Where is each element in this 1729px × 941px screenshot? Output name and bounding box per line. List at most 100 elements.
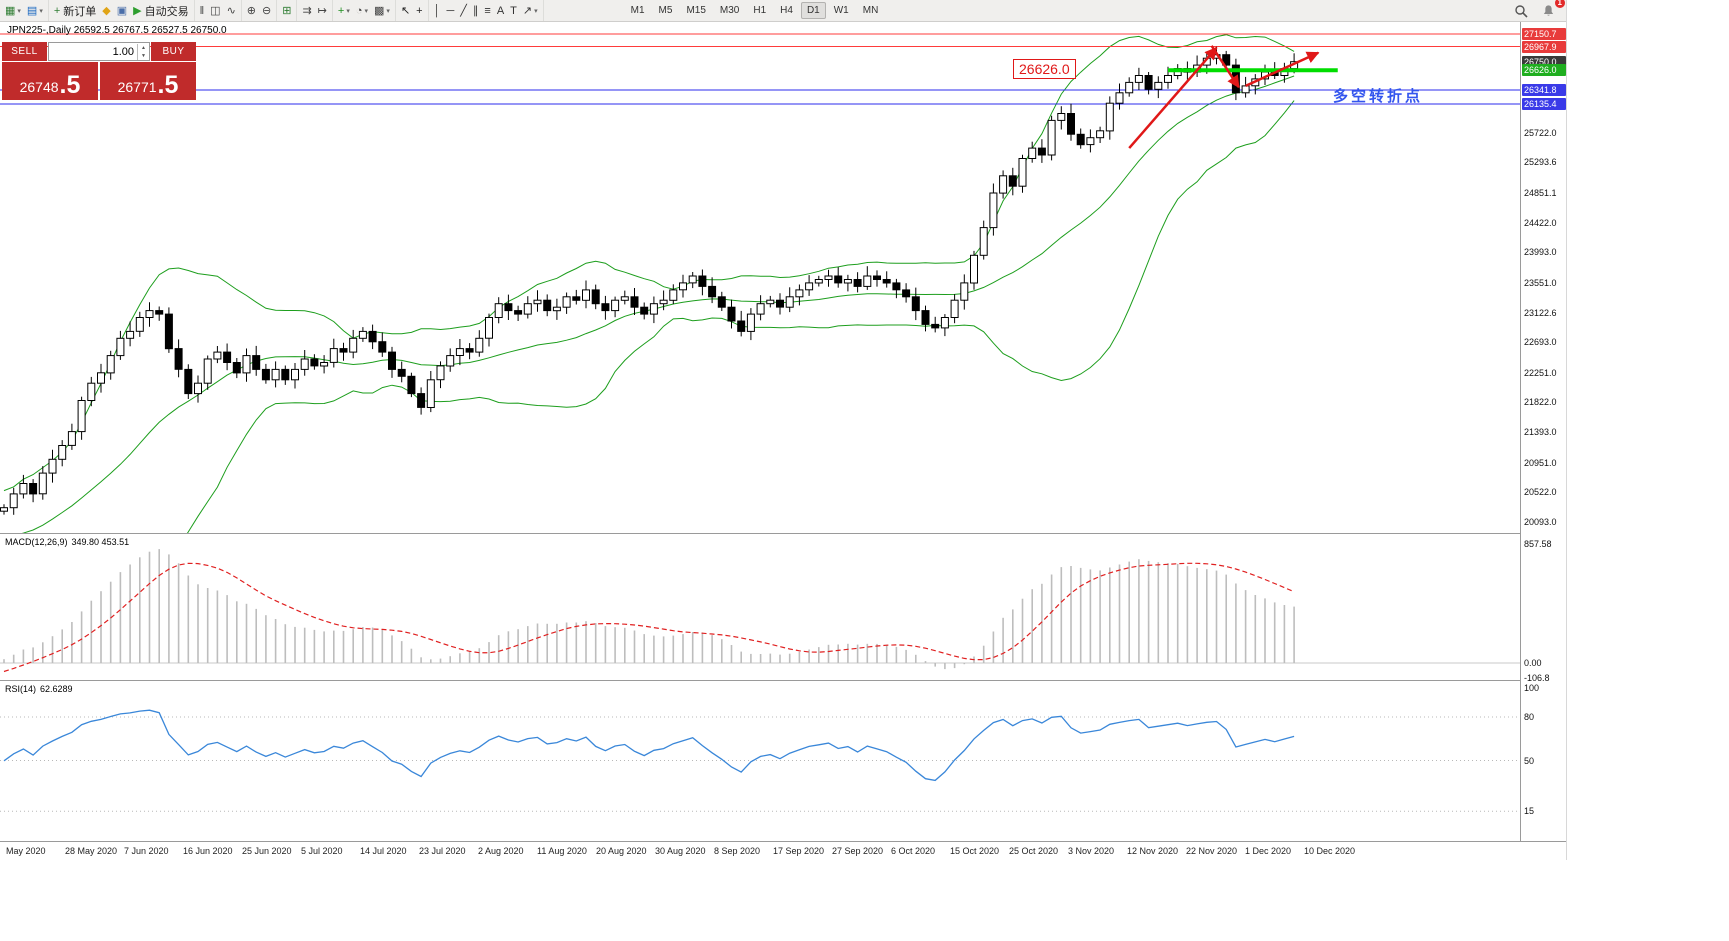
price-scale-label: 22251.0 bbox=[1524, 368, 1557, 378]
scroll-group: ⇉ ↦ bbox=[297, 0, 333, 21]
text-tool-icon: A bbox=[496, 4, 505, 17]
profiles-icon: ▤ bbox=[26, 4, 38, 17]
date-label: 14 Jul 2020 bbox=[360, 846, 407, 856]
timeframe-w1-button[interactable]: W1 bbox=[833, 5, 849, 16]
volume-stepper[interactable]: ▲ ▼ bbox=[137, 43, 149, 60]
timeframe-mn-button[interactable]: MN bbox=[862, 5, 879, 16]
charts-group: ▦ ▾ ▤ ▾ bbox=[0, 0, 49, 21]
bar-chart-mode-button[interactable]: ‖ bbox=[197, 2, 208, 20]
horizontal-line-tool-button[interactable]: ─ bbox=[443, 2, 457, 20]
profiles-button[interactable]: ▤ ▾ bbox=[24, 2, 46, 20]
shapes-tool-button[interactable]: ↗ ▾ bbox=[520, 2, 541, 20]
pointer-group: ↖ + bbox=[396, 0, 429, 21]
drawing-group: │ ─ ╱ ∥ ≡ A T ↗ ▾ bbox=[429, 0, 544, 21]
candlestick-mode-icon: ◫ bbox=[210, 4, 221, 17]
volume-up-icon[interactable]: ▲ bbox=[141, 44, 146, 51]
macd-panel-canvas[interactable] bbox=[0, 534, 1520, 680]
date-label: 20 Aug 2020 bbox=[596, 846, 647, 856]
metaeditor-button[interactable]: ◆ bbox=[99, 2, 113, 20]
price-scale-label: 20522.0 bbox=[1524, 487, 1557, 497]
timeframe-d1-button[interactable]: D1 bbox=[800, 2, 826, 19]
timeframe-m15-button[interactable]: M15 bbox=[686, 5, 706, 16]
time-scale[interactable]: May 2020 28 May 2020 7 Jun 2020 16 Jun 2020… bbox=[0, 841, 1566, 860]
rsi-panel-canvas[interactable] bbox=[0, 681, 1520, 841]
macd-panel-separator[interactable] bbox=[0, 533, 1566, 534]
timeframe-m5-button[interactable]: M5 bbox=[658, 5, 673, 16]
price-tag: 27150.7 bbox=[1522, 28, 1566, 40]
date-label: 25 Jun 2020 bbox=[242, 846, 292, 856]
sell-price-fraction: .5 bbox=[59, 71, 81, 99]
buy-price-button[interactable]: 26771.5 bbox=[100, 62, 196, 100]
fibonacci-tool-button[interactable]: ≡ bbox=[481, 2, 493, 20]
trendline-tool-button[interactable]: ╱ bbox=[457, 2, 470, 20]
label-tool-icon: T bbox=[510, 4, 517, 17]
search-icon bbox=[1515, 4, 1528, 18]
new-order-label: 新订单 bbox=[63, 5, 97, 18]
price-scale[interactable]: 25722.0 25293.6 24851.1 24422.0 23993.0 23551… bbox=[1520, 21, 1566, 841]
date-label: 30 Aug 2020 bbox=[655, 846, 706, 856]
timeframe-m1-button[interactable]: M1 bbox=[630, 5, 645, 16]
date-label: 16 Jun 2020 bbox=[183, 846, 233, 856]
indicators-button[interactable]: + ▾ bbox=[335, 2, 353, 20]
main-toolbar: ▦ ▾ ▤ ▾ + 新订单 ◆ ▣ ▶ 自动交易 ‖ ◫ ∿ ⊕ ⊖ ⊞ ⇉ ↦ + ▾ ◔ ▾ ▩ ▾ ↖ + │ ─ ╱ ∥ ≡ A T ↗ ▾… bbox=[0, 0, 1566, 22]
buy-button[interactable]: BUY bbox=[151, 42, 196, 61]
channel-tool-icon: ∥ bbox=[472, 4, 479, 17]
zoom-out-button[interactable]: ⊖ bbox=[259, 2, 274, 20]
volume-value[interactable]: 1.00 bbox=[112, 45, 134, 58]
tile-windows-button[interactable]: ⊞ bbox=[279, 2, 294, 20]
new-order-button[interactable]: + 新订单 bbox=[51, 2, 99, 20]
periods-caret-icon: ▾ bbox=[364, 7, 369, 15]
toolbar-button-groups: ▦ ▾ ▤ ▾ + 新订单 ◆ ▣ ▶ 自动交易 ‖ ◫ ∿ ⊕ ⊖ ⊞ ⇉ ↦ + ▾ ◔ ▾ ▩ ▾ ↖ + │ ─ ╱ ∥ ≡ A T ↗ ▾ bbox=[0, 0, 544, 21]
new-chart-caret-icon: ▾ bbox=[17, 7, 21, 15]
rsi-panel-separator[interactable] bbox=[0, 680, 1566, 681]
bar-chart-mode-icon: ‖ bbox=[199, 4, 205, 17]
rsi-scale-label: 80 bbox=[1524, 712, 1535, 722]
indicators-caret-icon: ▾ bbox=[346, 7, 350, 15]
macd-indicator-values: 349.80 453.51 bbox=[71, 537, 130, 547]
date-label: 6 Oct 2020 bbox=[891, 846, 936, 856]
sell-button[interactable]: SELL bbox=[2, 42, 47, 61]
autotrading-button[interactable]: ▶ 自动交易 bbox=[130, 2, 191, 20]
timeframe-h4-button[interactable]: H4 bbox=[780, 5, 793, 16]
label-tool-button[interactable]: T bbox=[507, 2, 520, 20]
rsi-indicator-name: RSI(14) bbox=[5, 684, 37, 694]
date-label: 7 Jun 2020 bbox=[124, 846, 169, 856]
text-tool-button[interactable]: A bbox=[494, 2, 507, 20]
volume-input[interactable]: 1.00 ▲ ▼ bbox=[48, 42, 150, 61]
zoom-in-button[interactable]: ⊕ bbox=[244, 2, 259, 20]
candlestick-mode-button[interactable]: ◫ bbox=[207, 2, 223, 20]
periods-button[interactable]: ◔ ▾ bbox=[353, 2, 371, 20]
templates-icon: ▩ bbox=[374, 4, 385, 17]
macd-signal-line bbox=[3, 562, 1295, 673]
macd-scale-label: -106.8 bbox=[1524, 673, 1550, 683]
mt4-terminal-window: ▦ ▾ ▤ ▾ + 新订单 ◆ ▣ ▶ 自动交易 ‖ ◫ ∿ ⊕ ⊖ ⊞ ⇉ ↦ + ▾ ◔ ▾ ▩ ▾ ↖ + │ ─ ╱ ∥ ≡ A T ↗ ▾… bbox=[0, 0, 1567, 860]
notifications-button[interactable]: 1 bbox=[1539, 0, 1565, 20]
shapes-tool-caret-icon: ▾ bbox=[534, 7, 538, 15]
periods-icon: ◔ bbox=[355, 4, 363, 17]
price-scale-label: 24422.0 bbox=[1524, 218, 1557, 228]
search-button[interactable] bbox=[1511, 2, 1531, 20]
line-chart-mode-button[interactable]: ∿ bbox=[224, 2, 239, 20]
auto-scroll-button[interactable]: ⇉ bbox=[299, 2, 314, 20]
crosshair-tool-button[interactable]: + bbox=[413, 2, 425, 20]
strategy-tester-button[interactable]: ▣ bbox=[114, 2, 130, 20]
timeframe-m30-button[interactable]: M30 bbox=[719, 5, 740, 16]
new-chart-icon: ▦ bbox=[5, 4, 16, 17]
sell-price-button[interactable]: 26748.5 bbox=[2, 62, 98, 100]
chart-shift-button[interactable]: ↦ bbox=[315, 2, 330, 20]
cursor-tool-button[interactable]: ↖ bbox=[398, 2, 413, 20]
templates-button[interactable]: ▩ ▾ bbox=[371, 2, 393, 20]
price-scale-label: 23993.0 bbox=[1524, 247, 1557, 257]
vertical-line-tool-icon: │ bbox=[433, 4, 441, 17]
price-chart-canvas[interactable] bbox=[0, 21, 1520, 533]
new-chart-button[interactable]: ▦ ▾ bbox=[2, 2, 24, 20]
profiles-caret-icon: ▾ bbox=[39, 7, 43, 15]
timeframe-h1-button[interactable]: H1 bbox=[753, 5, 767, 16]
volume-down-icon[interactable]: ▼ bbox=[141, 52, 146, 59]
vertical-line-tool-button[interactable]: │ bbox=[431, 2, 444, 20]
metaeditor-icon: ◆ bbox=[102, 4, 111, 17]
line-chart-mode-icon: ∿ bbox=[226, 4, 236, 17]
trade-panel-header: SELL 1.00 ▲ ▼ BUY bbox=[2, 42, 196, 61]
indicators-icon: + bbox=[337, 4, 345, 17]
channel-tool-button[interactable]: ∥ bbox=[470, 2, 482, 20]
